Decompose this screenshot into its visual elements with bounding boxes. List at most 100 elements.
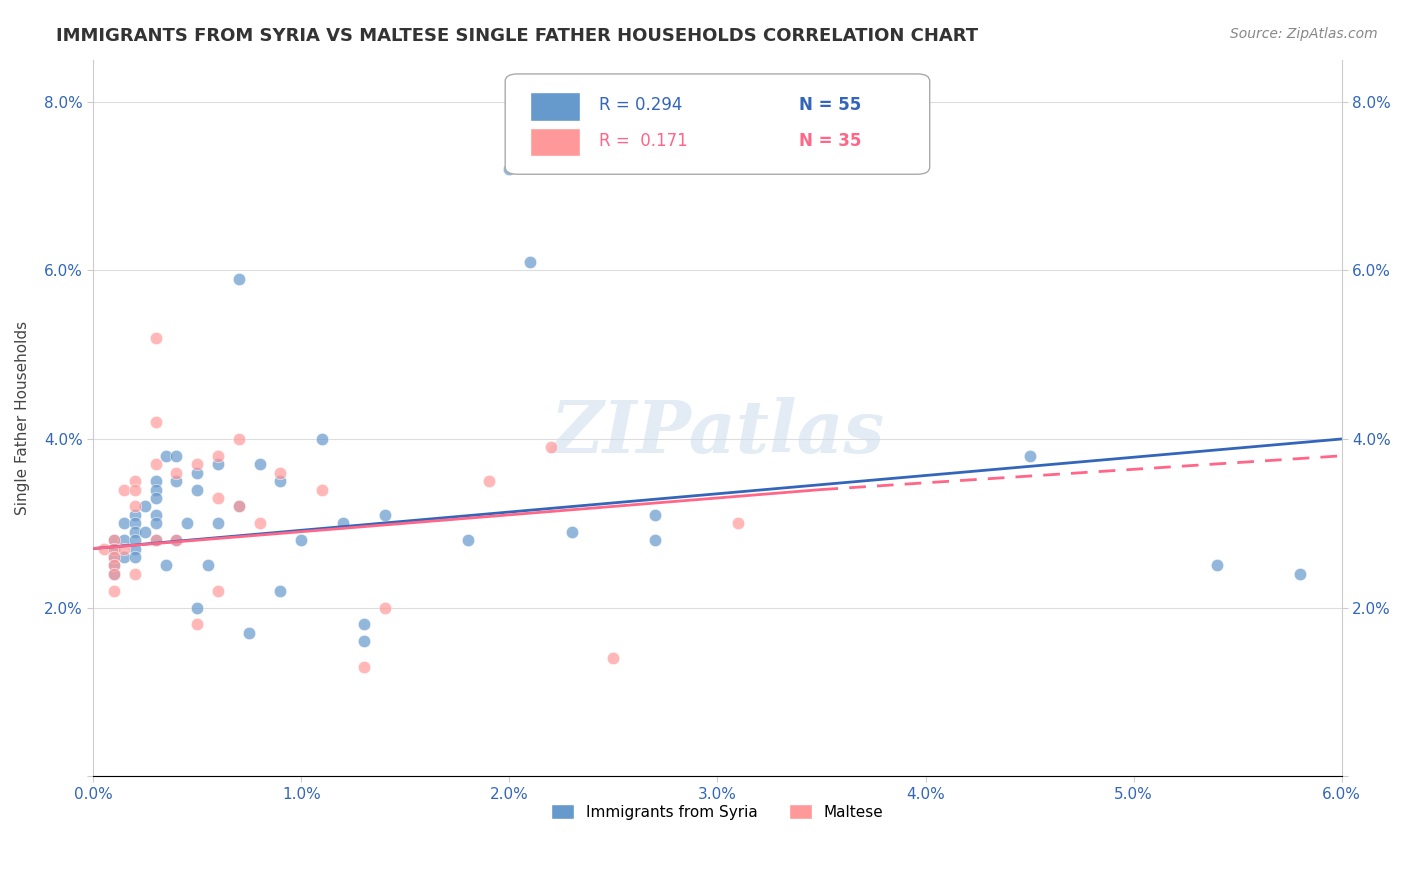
Point <box>249 516 271 531</box>
Point <box>228 432 250 446</box>
Point <box>249 457 271 471</box>
Point <box>103 558 125 573</box>
Point <box>207 449 229 463</box>
Point <box>124 516 146 531</box>
FancyBboxPatch shape <box>505 74 929 174</box>
Point <box>290 533 312 548</box>
Point <box>124 524 146 539</box>
Point <box>228 500 250 514</box>
Point <box>207 457 229 471</box>
Point <box>124 474 146 488</box>
Point <box>124 508 146 522</box>
Point <box>103 541 125 556</box>
Text: N = 55: N = 55 <box>799 95 860 114</box>
Point <box>124 566 146 581</box>
Point <box>207 516 229 531</box>
Point <box>373 508 395 522</box>
Point <box>103 549 125 564</box>
Point <box>477 474 499 488</box>
Point <box>197 558 219 573</box>
Point <box>1205 558 1227 573</box>
Point <box>165 449 187 463</box>
Legend: Immigrants from Syria, Maltese: Immigrants from Syria, Maltese <box>546 797 890 826</box>
Point <box>269 583 291 598</box>
Point <box>145 474 167 488</box>
Text: N = 35: N = 35 <box>799 132 860 150</box>
Point <box>228 272 250 286</box>
Point <box>134 500 156 514</box>
Text: R =  0.171: R = 0.171 <box>599 132 688 150</box>
Point <box>1289 566 1312 581</box>
Point <box>498 162 520 177</box>
Point <box>269 474 291 488</box>
Point <box>112 533 135 548</box>
Point <box>353 617 375 632</box>
Point <box>519 255 541 269</box>
Point <box>145 533 167 548</box>
Point <box>311 432 333 446</box>
Point <box>145 533 167 548</box>
Point <box>186 466 208 480</box>
Point <box>103 566 125 581</box>
Point <box>124 549 146 564</box>
Point <box>1018 449 1040 463</box>
Point <box>165 533 187 548</box>
Point <box>332 516 354 531</box>
Point <box>540 441 562 455</box>
Point <box>155 558 177 573</box>
Point <box>186 600 208 615</box>
Point <box>93 541 115 556</box>
Point <box>269 466 291 480</box>
Text: R = 0.294: R = 0.294 <box>599 95 682 114</box>
Point <box>112 549 135 564</box>
Point <box>207 491 229 505</box>
Point <box>353 634 375 648</box>
Point <box>124 541 146 556</box>
Point <box>103 541 125 556</box>
Point <box>186 457 208 471</box>
Point <box>103 583 125 598</box>
Text: ZIPatlas: ZIPatlas <box>550 397 884 467</box>
Point <box>124 483 146 497</box>
Point <box>644 533 666 548</box>
Point <box>165 466 187 480</box>
Point <box>165 533 187 548</box>
Point <box>145 457 167 471</box>
Point <box>373 600 395 615</box>
Point <box>165 474 187 488</box>
Point <box>457 533 479 548</box>
Point <box>176 516 198 531</box>
Point <box>145 415 167 429</box>
Point <box>228 500 250 514</box>
Point <box>112 483 135 497</box>
FancyBboxPatch shape <box>530 92 581 120</box>
Point <box>145 516 167 531</box>
Point <box>134 524 156 539</box>
Point <box>103 566 125 581</box>
Point <box>103 549 125 564</box>
Point <box>238 625 260 640</box>
Point <box>353 659 375 673</box>
Point <box>644 508 666 522</box>
Point <box>186 617 208 632</box>
Point <box>727 516 749 531</box>
Text: IMMIGRANTS FROM SYRIA VS MALTESE SINGLE FATHER HOUSEHOLDS CORRELATION CHART: IMMIGRANTS FROM SYRIA VS MALTESE SINGLE … <box>56 27 979 45</box>
Point <box>145 491 167 505</box>
Point <box>124 533 146 548</box>
Point <box>112 541 135 556</box>
Point <box>103 533 125 548</box>
Point <box>207 583 229 598</box>
Point <box>145 483 167 497</box>
Point <box>103 558 125 573</box>
Point <box>103 533 125 548</box>
Point <box>311 483 333 497</box>
Point <box>124 500 146 514</box>
Point <box>561 524 583 539</box>
Text: Source: ZipAtlas.com: Source: ZipAtlas.com <box>1230 27 1378 41</box>
FancyBboxPatch shape <box>530 128 581 156</box>
Point <box>112 516 135 531</box>
Point <box>145 508 167 522</box>
Y-axis label: Single Father Households: Single Father Households <box>15 321 30 515</box>
Point <box>145 331 167 345</box>
Point <box>186 483 208 497</box>
